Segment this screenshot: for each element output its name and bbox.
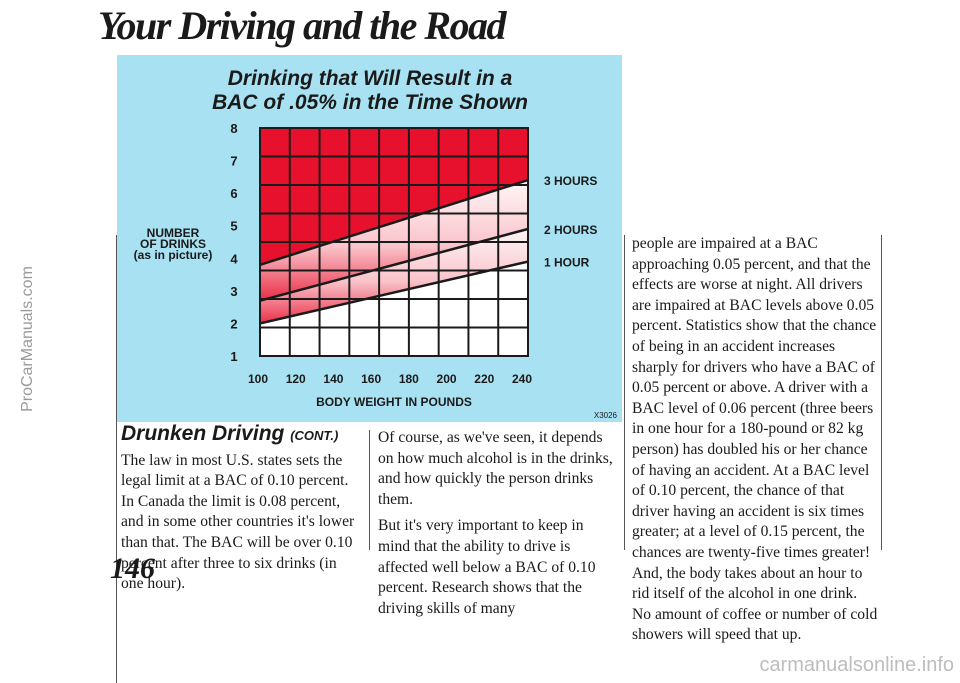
red-region-above-3-hours (260, 128, 528, 265)
series-line-2-hours (260, 227, 528, 302)
series-label-1-hour: 1 HOUR (544, 256, 590, 270)
column-rule-2 (369, 430, 370, 550)
x-tick-label: 240 (512, 372, 532, 386)
y-axis-label-line-3: (as in picture) (134, 248, 213, 262)
y-tick-label: 6 (230, 186, 237, 201)
x-tick-label: 140 (323, 372, 343, 386)
page-title: Your Driving and the Road (98, 3, 507, 48)
x-axis-label: BODY WEIGHT IN POUNDS (316, 395, 472, 409)
left-margin-rule (116, 235, 117, 683)
x-tick-label: 200 (437, 372, 457, 386)
bac-chart: Drinking that Will Result in a BAC of .0… (134, 67, 618, 420)
right-margin-rule (881, 235, 882, 550)
figure-code: X3026 (594, 411, 618, 420)
x-tick-label: 220 (474, 372, 494, 386)
text-column-2: Of course, as we've seen, it depends on … (378, 428, 618, 625)
plot-border (259, 127, 529, 357)
series-line-3-hours (260, 178, 528, 266)
chart-title: Drinking that Will Result in a BAC of .0… (212, 67, 528, 114)
section-heading: Drunken Driving (CONT.) (121, 422, 357, 447)
y-tick-label: 8 (230, 121, 237, 136)
side-watermark: ProCarManuals.com (19, 266, 36, 412)
section-heading-suffix: (CONT.) (290, 428, 339, 443)
y-tick-label: 4 (230, 251, 238, 266)
x-tick-label: 120 (286, 372, 306, 386)
y-axis-label-line-2: OF DRINKS (140, 237, 206, 251)
bottom-watermark: carmanualsonline.info (759, 654, 954, 676)
page-number: 146 (110, 552, 155, 585)
x-tick-label: 160 (361, 372, 381, 386)
y-tick-label: 1 (230, 349, 237, 364)
chart-title-line-1: Drinking that Will Result in a (228, 67, 513, 90)
y-tick-label: 7 (230, 154, 237, 169)
column-1-paragraph-1: The law in most U.S. states sets the leg… (121, 451, 355, 593)
text-column-1: Drunken Driving (CONT.) The law in most … (121, 422, 357, 601)
text-column-3: people are impaired at a BAC approaching… (632, 234, 878, 652)
y-tick-label: 3 (230, 284, 237, 299)
column-3-paragraph-1: people are impaired at a BAC approaching… (632, 235, 878, 644)
y-tick-label: 2 (230, 316, 237, 331)
x-tick-label: 180 (399, 372, 419, 386)
chart-title-line-2: BAC of .05% in the Time Shown (212, 91, 528, 114)
y-axis-label-line-1: NUMBER (147, 226, 200, 240)
section-heading-title: Drunken Driving (121, 422, 285, 445)
y-tick-label: 5 (230, 219, 237, 234)
column-rule-3 (624, 235, 625, 550)
y-axis-label: NUMBER OF DRINKS (as in picture) (134, 226, 213, 262)
series-label-2-hours: 2 HOURS (544, 223, 597, 237)
series-label-3-hours: 3 HOURS (544, 174, 597, 188)
series-line-1-hour (260, 260, 528, 325)
column-2-paragraph-2: But it's very important to keep in mind … (378, 517, 596, 617)
x-tick-label: 100 (248, 372, 268, 386)
column-2-paragraph-1: Of course, as we've seen, it depends on … (378, 429, 613, 508)
